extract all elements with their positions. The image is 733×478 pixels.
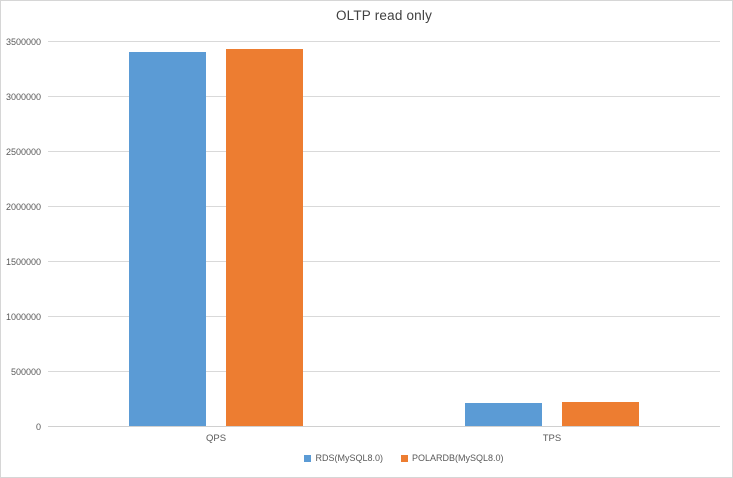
gridline xyxy=(48,316,720,317)
y-tick-label: 1000000 xyxy=(5,312,41,322)
gridline xyxy=(48,151,720,152)
x-axis-line xyxy=(48,426,720,427)
y-tick-label: 500000 xyxy=(10,367,41,377)
gridline xyxy=(48,41,720,42)
bar-polardb-tps xyxy=(562,402,639,426)
gridline xyxy=(48,371,720,372)
y-tick-label: 2000000 xyxy=(5,202,41,212)
plot-area xyxy=(48,41,720,427)
bar-polardb-qps xyxy=(226,49,303,426)
y-tick-label: 3500000 xyxy=(5,37,41,47)
legend-swatch-icon xyxy=(400,454,408,462)
legend-item: RDS(MySQL8.0) xyxy=(304,453,383,463)
legend-swatch-icon xyxy=(304,454,312,462)
x-category-label: QPS xyxy=(205,433,227,444)
y-tick-label: 0 xyxy=(35,422,41,432)
legend-item: POLARDB(MySQL8.0) xyxy=(400,453,504,463)
legend-label: POLARDB(MySQL8.0) xyxy=(411,453,504,463)
gridline xyxy=(48,96,720,97)
y-tick-label: 1500000 xyxy=(5,257,41,267)
legend-label: RDS(MySQL8.0) xyxy=(315,453,383,463)
y-tick-label: 2500000 xyxy=(5,147,41,157)
gridline xyxy=(48,261,720,262)
bar-rds-qps xyxy=(129,52,206,426)
x-category-label: TPS xyxy=(542,433,562,444)
gridline xyxy=(48,206,720,207)
chart-title: OLTP read only xyxy=(335,8,433,23)
legend: RDS(MySQL8.0) POLARDB(MySQL8.0) xyxy=(68,453,732,463)
y-tick-label: 3000000 xyxy=(5,92,41,102)
bar-rds-tps xyxy=(465,403,542,426)
